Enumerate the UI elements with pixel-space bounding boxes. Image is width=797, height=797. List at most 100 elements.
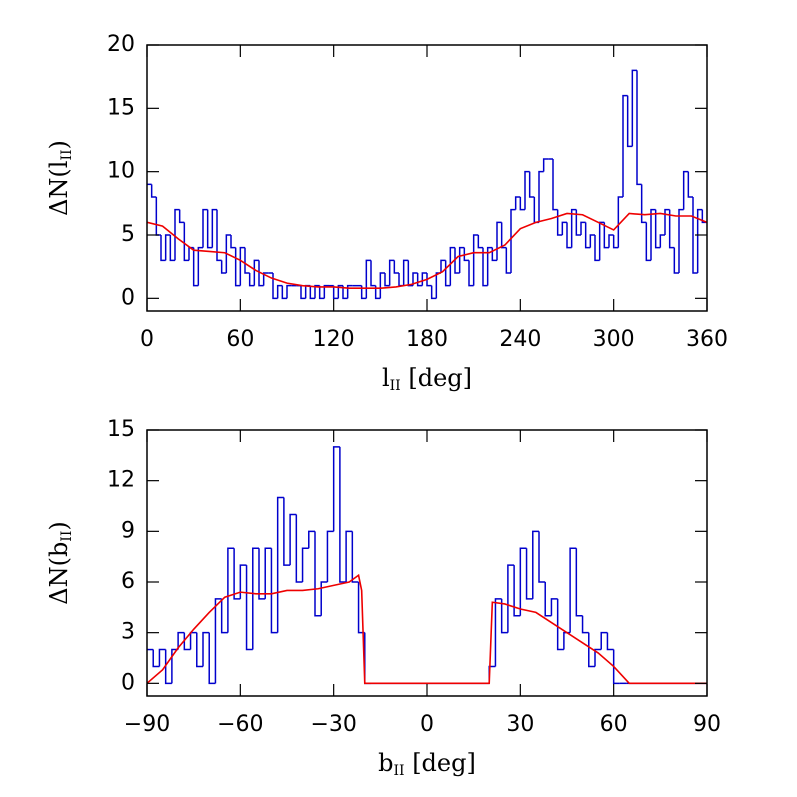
histogram-bin — [496, 221, 502, 261]
y-axis-label-main: ΔN(l — [45, 161, 73, 216]
plot-area — [147, 69, 707, 300]
histogram-bin — [346, 284, 353, 299]
histogram-bin — [234, 247, 241, 287]
histogram-bin — [510, 208, 516, 273]
x-tick-label: 180 — [406, 327, 448, 352]
y-axis-label-end: ) — [45, 140, 73, 149]
y-axis-label: ΔN(bII) — [45, 521, 76, 605]
histogram-bin — [245, 565, 253, 651]
x-axis-label-sub: II — [390, 378, 401, 394]
histogram-bin — [270, 548, 278, 634]
histogram-bin — [276, 284, 283, 299]
histogram-bin — [532, 530, 539, 599]
histogram-bin — [426, 273, 432, 287]
histogram-bin — [664, 208, 670, 235]
histogram-bin — [454, 247, 460, 274]
histogram-bin — [519, 547, 527, 616]
histogram-bin — [494, 598, 502, 667]
histogram-bin — [388, 259, 395, 286]
histogram-bin — [233, 548, 241, 600]
model-curve — [147, 573, 707, 685]
histogram-bin — [314, 284, 320, 299]
y-tick-label: 20 — [107, 32, 135, 57]
histogram-bin — [225, 234, 231, 273]
x-tick-label: 90 — [693, 712, 721, 737]
histogram-bin — [216, 209, 222, 262]
histogram-bin — [220, 260, 227, 274]
histogram-bin — [374, 285, 381, 300]
histogram-bin — [286, 284, 292, 299]
x-tick-label: −30 — [310, 712, 356, 737]
histogram-bin — [152, 649, 160, 668]
histogram-bin — [281, 285, 287, 300]
histogram-bin — [258, 548, 266, 600]
histogram-bin — [402, 259, 409, 286]
histogram-bin — [155, 197, 161, 236]
histogram-bin — [505, 247, 511, 274]
histogram-bin — [588, 632, 595, 668]
histogram-bin — [594, 235, 600, 262]
histogram-bin — [364, 632, 371, 685]
histogram-bin — [272, 273, 278, 300]
histogram-bin — [183, 632, 191, 651]
histogram-bin — [211, 208, 217, 248]
histogram-bin — [239, 246, 245, 286]
y-axis-label: ΔN(lII) — [45, 140, 76, 216]
histogram-bin — [566, 222, 572, 249]
histogram-bin — [603, 222, 609, 249]
x-tick-label: 60 — [600, 712, 628, 737]
y-tick-label: 15 — [107, 95, 135, 120]
histogram-bin — [365, 259, 371, 299]
histogram-bin — [538, 170, 544, 223]
histogram-bin — [449, 246, 455, 286]
histogram-bin — [513, 565, 521, 617]
histogram-bin — [253, 259, 259, 286]
x-axis-label-end: [deg] — [405, 749, 476, 777]
histogram-bin — [262, 272, 269, 286]
histogram-bin — [612, 649, 620, 685]
histogram-bin — [320, 581, 328, 616]
histogram-bin — [552, 159, 558, 211]
y-axis-label-end: ) — [45, 521, 73, 530]
histogram-bin — [659, 234, 665, 248]
x-axis-label: bII [deg] — [378, 749, 476, 780]
x-tick-label: 0 — [140, 327, 154, 352]
histogram-bin — [468, 260, 474, 287]
histogram-bin — [412, 272, 418, 286]
histogram-bin — [360, 285, 367, 300]
histogram-bin — [440, 259, 446, 273]
histogram-bin — [393, 260, 399, 274]
histogram-bin — [645, 222, 651, 262]
histogram-bin — [561, 221, 567, 235]
histogram-bin — [300, 285, 306, 300]
histogram-bin — [289, 513, 297, 566]
histogram-bin — [323, 284, 329, 299]
model-curve — [147, 212, 707, 289]
histogram-bin — [563, 631, 571, 650]
histogram-bin — [631, 69, 637, 147]
histogram-bin — [332, 446, 340, 532]
histogram-bin — [678, 208, 684, 273]
histogram-bin — [472, 234, 479, 286]
histogram-bin — [507, 564, 515, 633]
histogram-bin — [384, 273, 390, 287]
histogram-bin — [581, 615, 589, 634]
histogram-bin — [252, 547, 259, 650]
x-tick-label: 60 — [226, 327, 254, 352]
histogram-bin — [379, 272, 385, 299]
histogram-bin — [337, 284, 343, 299]
histogram-bin — [430, 285, 437, 300]
histogram-bin — [514, 196, 521, 210]
histogram-bin — [164, 649, 172, 685]
y-tick-label: 6 — [121, 569, 135, 594]
x-tick-label: −90 — [124, 712, 170, 737]
histogram-bin — [682, 170, 689, 210]
histogram-bin — [309, 285, 315, 300]
histogram-bin — [258, 260, 264, 287]
histogram-bin — [202, 631, 210, 667]
histogram-bin — [500, 222, 507, 249]
histogram-bin — [542, 158, 549, 172]
y-axis-label-main: ΔN(b — [45, 542, 73, 605]
histogram-bin — [482, 247, 488, 287]
